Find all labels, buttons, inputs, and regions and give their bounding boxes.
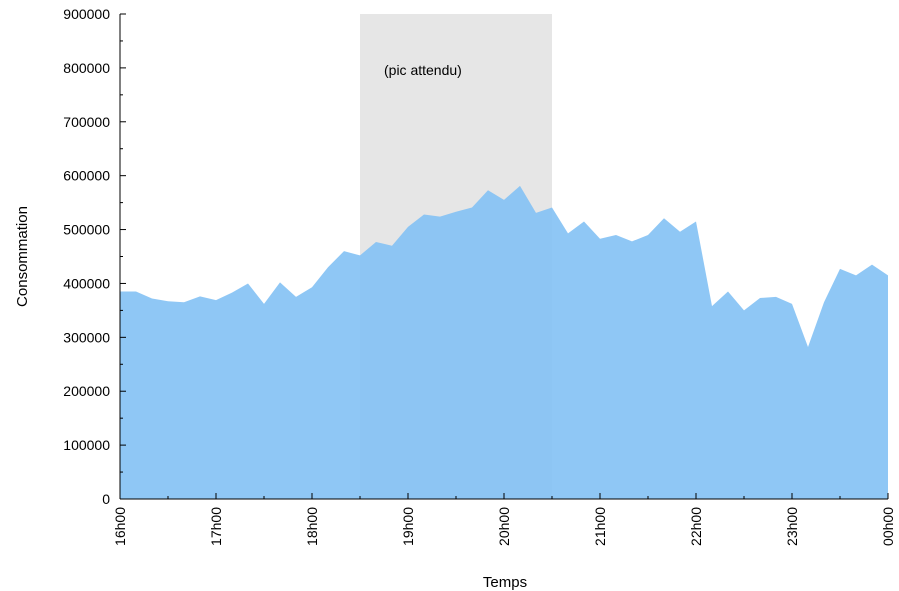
y-tick-label: 600000 (63, 168, 110, 184)
x-tick-label: 19h00 (400, 507, 416, 546)
highlight-label: (pic attendu) (384, 62, 462, 78)
y-tick-label: 100000 (63, 437, 110, 453)
y-tick-label: 700000 (63, 114, 110, 130)
area-series-0 (120, 185, 888, 499)
y-tick-label: 800000 (63, 60, 110, 76)
y-tick-label: 300000 (63, 329, 110, 345)
x-tick-label: 20h00 (496, 507, 512, 546)
y-tick-label: 0 (102, 491, 110, 507)
x-axis-title: Temps (483, 574, 527, 591)
x-tick-label: 21h00 (592, 507, 608, 546)
x-tick-label: 23h00 (784, 507, 800, 546)
x-axis: 16h00 17h00 18h00 19h00 20h00 21h00 22h00 23h00… (112, 493, 896, 546)
y-tick-label: 200000 (63, 383, 110, 399)
y-tick-label: 500000 (63, 222, 110, 238)
y-axis-title: Consommation (14, 206, 31, 307)
x-tick-label: 18h00 (304, 507, 320, 546)
x-tick-label: 16h00 (112, 507, 128, 546)
x-tick-label: 22h00 (688, 507, 704, 546)
series-layer (120, 185, 888, 499)
y-tick-label: 400000 (63, 275, 110, 291)
y-tick-label: 900000 (63, 6, 110, 22)
x-tick-label: 17h00 (208, 507, 224, 546)
y-axis: 0 100000 200000 300000 400000 500000 600000 700… (63, 6, 126, 507)
x-tick-label: 00h00 (880, 507, 896, 546)
